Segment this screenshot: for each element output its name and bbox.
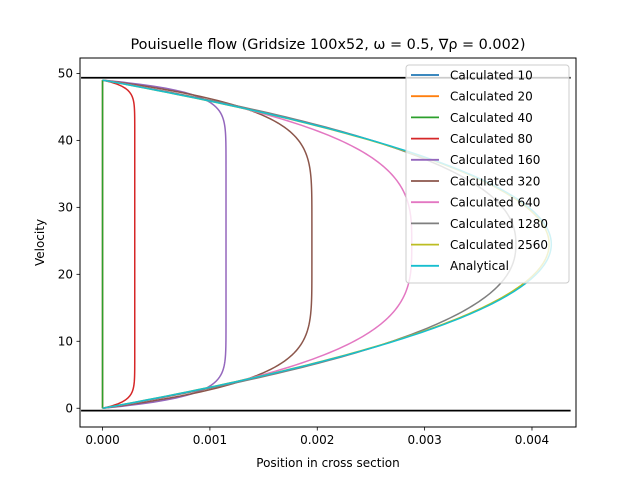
y-tick-label: 10	[58, 335, 73, 349]
y-tick-label: 0	[65, 402, 73, 416]
series-line-6	[102, 79, 313, 409]
x-tick-label: 0.003	[407, 433, 441, 447]
legend-label-7: Calculated 640	[450, 196, 540, 210]
legend: Calculated 10 Calculated 20 Calculated 40 C…	[405, 64, 570, 284]
x-tick-label: 0.001	[193, 433, 227, 447]
y-axis-label: Velocity	[33, 219, 47, 266]
legend-label-5: Calculated 160	[450, 153, 540, 167]
legend-label-10: Analytical	[450, 259, 509, 273]
legend-label-6: Calculated 320	[450, 174, 540, 188]
legend-label-4: Calculated 80	[450, 132, 533, 146]
series-line-5	[102, 79, 227, 409]
y-tick-label: 30	[58, 201, 73, 215]
legend-label-2: Calculated 20	[450, 90, 533, 104]
y-tick-label: 20	[58, 268, 73, 282]
y-tick-label: 50	[58, 67, 73, 81]
ticks-layer: 0.000 0.001 0.002 0.003 0.004 0 10 20 30 40 50	[58, 67, 549, 447]
series-line-4	[102, 79, 136, 409]
x-tick-label: 0.000	[85, 433, 119, 447]
legend-label-9: Calculated 2560	[450, 238, 548, 252]
x-tick-label: 0.004	[515, 433, 549, 447]
legend-label-1: Calculated 10	[450, 68, 533, 82]
legend-box	[405, 64, 570, 284]
legend-label-3: Calculated 40	[450, 111, 533, 125]
x-tick-label: 0.002	[300, 433, 334, 447]
x-axis-label: Position in cross section	[256, 456, 399, 470]
plot-frame	[79, 57, 577, 428]
chart-title: Pouisuelle flow (Gridsize 100x52, ω = 0.…	[130, 37, 525, 53]
legend-label-8: Calculated 1280	[450, 217, 548, 231]
y-tick-label: 40	[58, 134, 73, 148]
